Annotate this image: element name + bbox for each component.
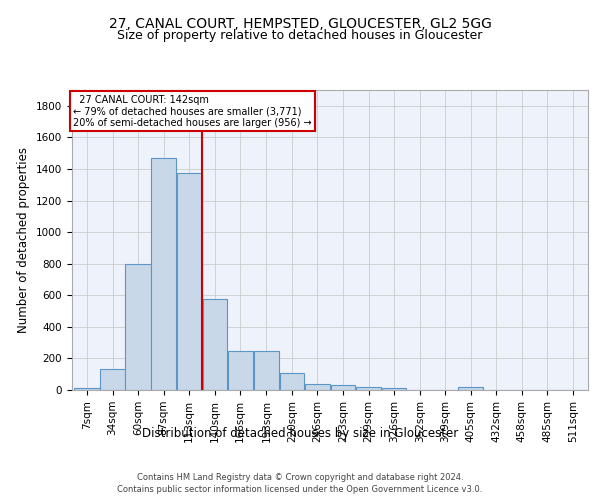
Bar — [74, 388, 100, 390]
Bar — [458, 387, 484, 390]
Text: Distribution of detached houses by size in Gloucester: Distribution of detached houses by size … — [142, 428, 458, 440]
Text: Contains HM Land Registry data © Crown copyright and database right 2024.: Contains HM Land Registry data © Crown c… — [137, 472, 463, 482]
Bar — [203, 299, 227, 390]
Text: 27 CANAL COURT: 142sqm
← 79% of detached houses are smaller (3,771)
20% of semi-: 27 CANAL COURT: 142sqm ← 79% of detached… — [73, 94, 311, 128]
Bar — [100, 370, 125, 390]
Bar — [151, 158, 176, 390]
Bar — [331, 386, 355, 390]
Bar — [125, 264, 151, 390]
Bar — [227, 350, 253, 390]
Bar — [254, 350, 279, 390]
Text: 27, CANAL COURT, HEMPSTED, GLOUCESTER, GL2 5GG: 27, CANAL COURT, HEMPSTED, GLOUCESTER, G… — [109, 18, 491, 32]
Text: Size of property relative to detached houses in Gloucester: Size of property relative to detached ho… — [118, 29, 482, 42]
Y-axis label: Number of detached properties: Number of detached properties — [17, 147, 31, 333]
Text: Contains public sector information licensed under the Open Government Licence v3: Contains public sector information licen… — [118, 485, 482, 494]
Bar — [176, 173, 202, 390]
Bar — [305, 384, 330, 390]
Bar — [280, 372, 304, 390]
Bar — [382, 388, 406, 390]
Bar — [356, 387, 381, 390]
